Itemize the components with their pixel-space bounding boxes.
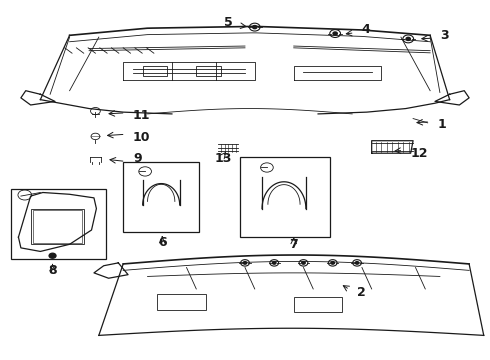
Text: 13: 13 <box>215 152 232 165</box>
Text: 5: 5 <box>224 16 233 29</box>
Circle shape <box>333 32 337 35</box>
Circle shape <box>406 37 410 40</box>
Bar <box>123 162 199 232</box>
Text: 9: 9 <box>133 152 142 165</box>
Text: 11: 11 <box>133 109 150 122</box>
Text: 7: 7 <box>290 238 298 251</box>
Circle shape <box>253 26 257 29</box>
Bar <box>240 157 330 237</box>
Text: 8: 8 <box>48 264 57 276</box>
Text: 6: 6 <box>158 236 167 249</box>
Circle shape <box>331 262 335 264</box>
Bar <box>33 210 82 243</box>
Circle shape <box>49 253 56 258</box>
Text: 4: 4 <box>362 23 370 36</box>
Bar <box>294 297 343 312</box>
Bar <box>11 189 106 258</box>
Bar <box>157 294 206 310</box>
Text: 3: 3 <box>440 29 448 42</box>
Circle shape <box>355 262 359 264</box>
Bar <box>143 66 167 76</box>
Circle shape <box>272 262 276 264</box>
Text: 10: 10 <box>133 131 150 144</box>
Bar <box>196 66 220 76</box>
Circle shape <box>243 262 247 264</box>
Text: 2: 2 <box>357 286 366 299</box>
Circle shape <box>302 262 305 264</box>
Bar <box>30 208 84 244</box>
Text: 1: 1 <box>438 118 446 131</box>
Text: 12: 12 <box>411 147 428 160</box>
